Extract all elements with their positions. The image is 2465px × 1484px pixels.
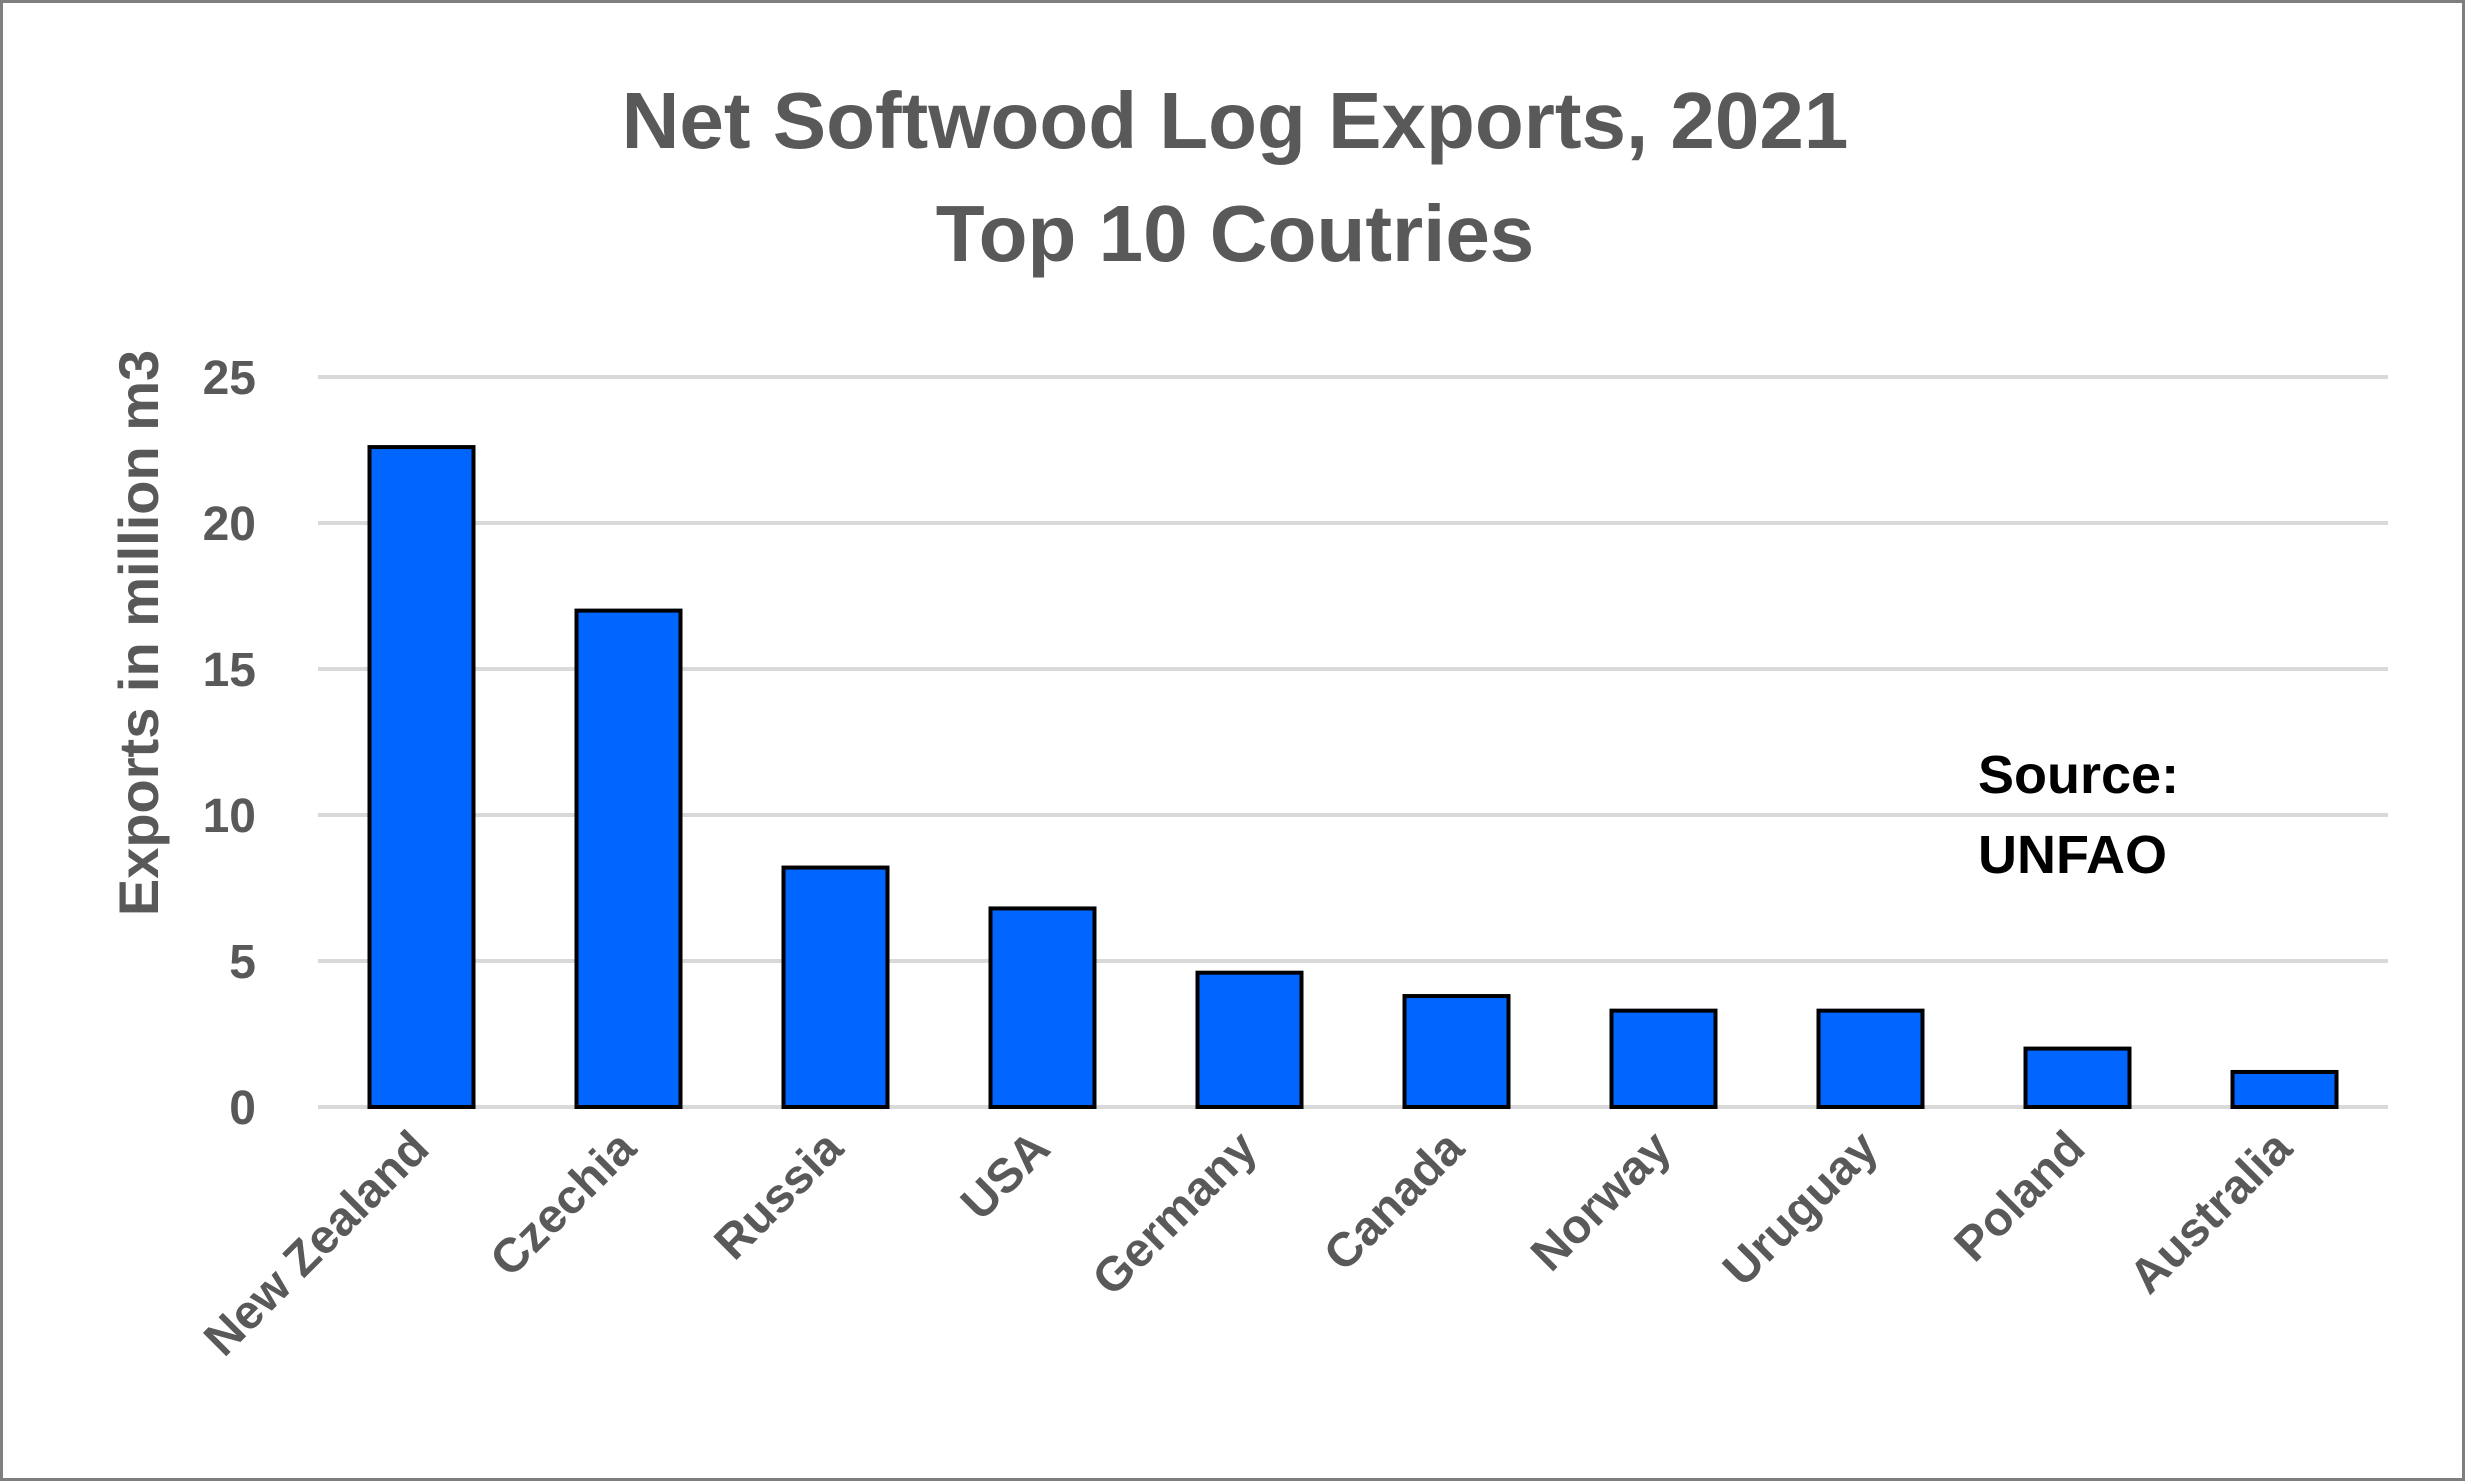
y-tick-label-5: 5 xyxy=(229,936,256,989)
bar-germany xyxy=(1195,970,1304,1109)
x-tick-label-russia: Russia xyxy=(704,1121,853,1270)
x-tick-label-czechia: Czechia xyxy=(481,1121,647,1287)
bar-czechia xyxy=(574,608,683,1109)
y-axis-label: Exports in million m3 xyxy=(107,350,170,916)
y-tick-label-25: 25 xyxy=(203,352,256,405)
y-tick-label-10: 10 xyxy=(203,790,256,843)
x-tick-label-uruguay: Uruguay xyxy=(1713,1121,1888,1296)
x-tick-label-canada: Canada xyxy=(1314,1121,1474,1281)
bar-canada xyxy=(1402,994,1511,1109)
x-tick-label-usa: USA xyxy=(951,1121,1060,1230)
x-tick-label-australia: Australia xyxy=(2120,1121,2303,1304)
bars xyxy=(367,445,2339,1110)
bar-australia xyxy=(2230,1069,2339,1109)
bar-russia xyxy=(781,865,890,1109)
x-tick-label-poland: Poland xyxy=(1945,1121,2096,1272)
source-note: Source: UNFAO xyxy=(1978,745,2179,885)
y-tick-label-20: 20 xyxy=(203,498,256,551)
x-tick-label-new-zealand: New Zealand xyxy=(194,1121,439,1366)
chart-title-line-2: Top 10 Coutries xyxy=(936,189,1535,278)
y-tick-label-0: 0 xyxy=(229,1082,256,1135)
bar-new-zealand xyxy=(367,445,476,1109)
y-axis-tick-labels: 0 5 10 15 20 25 xyxy=(203,352,256,1135)
chart-title: Net Softwood Log Exports, 2021 Top 10 Co… xyxy=(622,76,1849,278)
x-tick-label-norway: Norway xyxy=(1521,1121,1681,1281)
x-axis-tick-labels: New Zealand Czechia Russia USA Germany Canada… xyxy=(194,1121,2302,1366)
bar-norway xyxy=(1609,1008,1718,1110)
bar-usa xyxy=(988,906,1097,1109)
y-tick-label-15: 15 xyxy=(203,644,256,697)
bar-chart: Net Softwood Log Exports, 2021 Top 10 Co… xyxy=(107,76,2388,1366)
x-tick-label-germany: Germany xyxy=(1083,1121,1268,1306)
bar-poland xyxy=(2023,1046,2132,1109)
source-note-line-2: UNFAO xyxy=(1978,825,2167,885)
source-note-line-1: Source: xyxy=(1978,745,2179,805)
chart-title-line-1: Net Softwood Log Exports, 2021 xyxy=(622,76,1849,165)
bar-uruguay xyxy=(1816,1008,1925,1110)
